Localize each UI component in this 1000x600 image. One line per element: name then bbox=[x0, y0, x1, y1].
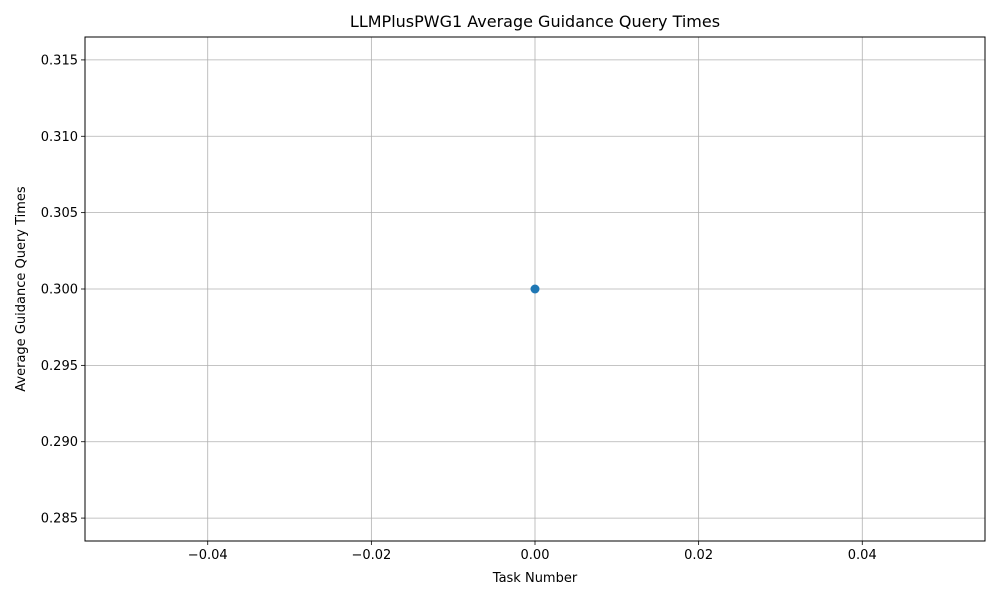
y-tick-label: 0.305 bbox=[41, 206, 78, 221]
y-axis-label: Average Guidance Query Times bbox=[14, 186, 29, 392]
y-tick-label: 0.285 bbox=[41, 512, 78, 527]
x-tick-label: 0.02 bbox=[684, 548, 713, 563]
chart-title: LLMPlusPWG1 Average Guidance Query Times bbox=[350, 12, 720, 31]
x-tick-label: −0.04 bbox=[188, 548, 228, 563]
y-tick-label: 0.300 bbox=[41, 283, 78, 298]
y-axis-ticks: 0.285 0.290 0.295 0.300 0.305 0.310 0.315 bbox=[41, 53, 85, 527]
data-point bbox=[530, 284, 540, 294]
x-tick-label: 0.00 bbox=[521, 548, 550, 563]
series-layer bbox=[530, 284, 540, 294]
y-tick-label: 0.290 bbox=[41, 435, 78, 450]
y-tick-label: 0.295 bbox=[41, 359, 78, 374]
y-tick-label: 0.315 bbox=[41, 53, 78, 68]
x-tick-label: −0.02 bbox=[351, 548, 391, 563]
x-tick-label: 0.04 bbox=[848, 548, 877, 563]
x-axis-ticks: −0.04 −0.02 0.00 0.02 0.04 bbox=[188, 541, 877, 563]
x-axis-label: Task Number bbox=[492, 571, 578, 586]
y-tick-label: 0.310 bbox=[41, 130, 78, 145]
